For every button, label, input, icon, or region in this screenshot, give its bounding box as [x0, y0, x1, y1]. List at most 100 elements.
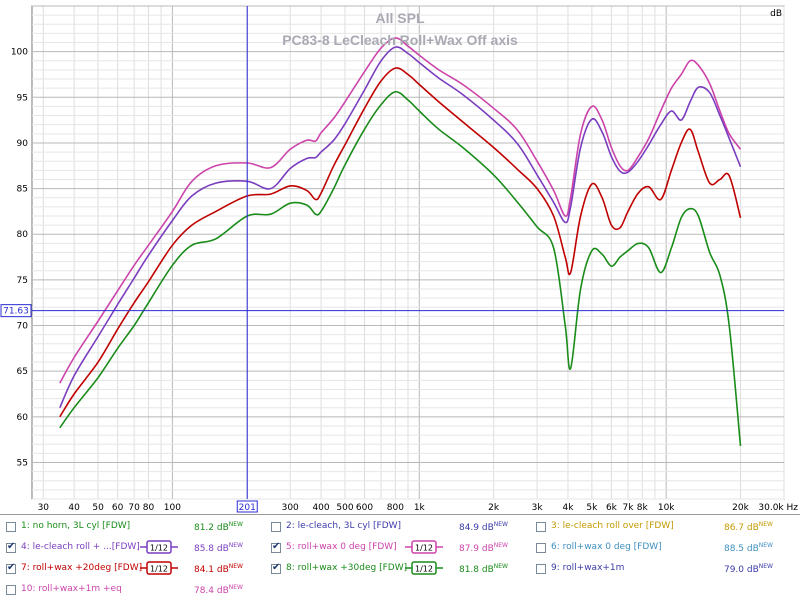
x-tick-label: 7k — [622, 503, 634, 513]
legend-checkbox-8[interactable]: ✔ — [271, 562, 281, 574]
legend-checkbox-7[interactable]: ✔ — [6, 562, 16, 574]
legend-item-7[interactable]: ✔ 7: roll+wax +20deg [FDW] 1/12 84.1 dBN… — [0, 559, 265, 580]
y-axis-label: dB — [770, 9, 782, 19]
legend-label-2: 2: le-cleach, 3L cyl [FDW] — [286, 521, 402, 531]
chart-title: All SPL — [375, 10, 424, 26]
check-icon: ✔ — [272, 541, 281, 552]
y-tick-label: 80 — [17, 230, 29, 240]
legend-checkbox-10[interactable] — [6, 585, 16, 595]
x-tick-label: 40 — [68, 503, 80, 513]
legend-checkbox-2[interactable] — [271, 522, 281, 532]
legend-checkbox-4[interactable]: ✔ — [6, 541, 16, 553]
x-tick-label: 800 — [387, 503, 404, 513]
check-icon: ✔ — [272, 562, 281, 573]
y-tick-label: 85 — [17, 185, 28, 195]
legend-item-3[interactable]: 3: le-cleach roll over [FDW] 86.7 dBNEW — [530, 517, 795, 538]
legend-checkbox-3[interactable] — [536, 522, 546, 532]
legend-label-8: 8: roll+wax +30deg [FDW] — [286, 563, 408, 573]
legend-value-10: 78.4 dBNEW — [193, 584, 243, 596]
y-tick-label: 55 — [17, 458, 28, 468]
legend-item-10[interactable]: 10: roll+wax+1m +eq 78.4 dBNEW — [0, 580, 265, 601]
cursor-x-box — [236, 500, 258, 513]
x-tick-label: 6k — [606, 503, 618, 513]
legend-label-6: 6: roll+wax 0 deg [FDW] — [551, 542, 662, 552]
legend-item-8[interactable]: ✔ 8: roll+wax +30deg [FDW] 1/12 81.8 dBN… — [265, 559, 530, 580]
series-roll-wax-0deg-line — [59, 37, 742, 384]
legend-value-8: 81.8 dBNEW — [458, 563, 508, 575]
series-le-cleach-roll-line — [59, 46, 742, 409]
x-tick-label: 5k — [586, 503, 598, 513]
legend-item-6[interactable]: 6: roll+wax 0 deg [FDW] 88.5 dBNEW — [530, 538, 795, 559]
chart-plot-area[interactable]: 55 60 65 70 75 80 85 90 95 100 dB 30 40 50 60 70 80 100 30… — [0, 0, 800, 515]
legend-label-5: 5: roll+wax 0 deg [FDW] — [286, 542, 397, 552]
x-tick-label: 500 — [336, 503, 353, 513]
x-tick-label: 30.0k Hz — [758, 503, 798, 513]
cursor-x-label: 201 — [239, 503, 256, 513]
x-tick-label: 60 — [112, 503, 124, 513]
smoothing-icon-8[interactable]: 1/12 — [405, 561, 443, 575]
legend-label-1: 1: no horn, 3L cyl [FDW] — [21, 521, 131, 531]
smoothing-label-7: 1/12 — [150, 565, 168, 574]
legend-item-4[interactable]: ✔ 4: le-cleach roll + ...[FDW] 1/12 85.8… — [0, 538, 265, 559]
legend-checkbox-1[interactable] — [6, 522, 16, 532]
cursor-y-box — [0, 304, 32, 318]
grid — [32, 5, 785, 500]
smoothing-label-8: 1/12 — [415, 565, 433, 574]
smoothing-label-4: 1/12 — [150, 544, 168, 553]
y-tick-label: 95 — [17, 93, 28, 103]
x-tick-label: 50 — [92, 503, 104, 513]
series-roll-wax-30deg-line — [59, 90, 742, 447]
legend-label-3: 3: le-cleach roll over [FDW] — [551, 521, 674, 531]
x-tick-label: 70 — [128, 503, 140, 513]
x-tick-label: 100 — [164, 503, 181, 513]
x-tick-label: 80 — [143, 503, 155, 513]
x-tick-label: 2k — [488, 503, 500, 513]
legend-row: ✔ 7: roll+wax +20deg [FDW] 1/12 84.1 dBN… — [0, 559, 800, 580]
cursor-y-label: 71.63 — [3, 307, 29, 317]
y-tick-label: 70 — [17, 322, 29, 332]
legend-item-2[interactable]: 2: le-cleach, 3L cyl [FDW] 84.9 dBNEW — [265, 517, 530, 538]
legend-value-7: 84.1 dBNEW — [193, 563, 243, 575]
x-tick-label: 20k — [732, 503, 749, 513]
x-tick-label: 600 — [356, 503, 373, 513]
y-tick-label: 60 — [17, 413, 29, 423]
legend-label-9: 9: roll+wax+1m — [551, 563, 625, 573]
legend-checkbox-6[interactable] — [536, 543, 546, 553]
legend-row: 10: roll+wax+1m +eq 78.4 dBNEW — [0, 580, 800, 601]
check-icon: ✔ — [7, 541, 16, 552]
legend-value-1: 81.2 dBNEW — [193, 521, 243, 533]
legend-value-2: 84.9 dBNEW — [458, 521, 508, 533]
legend-label-10: 10: roll+wax+1m +eq — [21, 584, 122, 594]
y-tick-label: 65 — [17, 367, 28, 377]
legend-value-5: 87.9 dBNEW — [458, 542, 508, 554]
y-tick-label: 90 — [17, 139, 29, 149]
x-tick-label: 4k — [562, 503, 574, 513]
legend-row: ✔ 4: le-cleach roll + ...[FDW] 1/12 85.8… — [0, 538, 800, 559]
y-tick-label: 75 — [17, 276, 28, 286]
x-tick-label: 8k — [637, 503, 649, 513]
smoothing-icon-4[interactable]: 1/12 — [140, 540, 178, 554]
legend-value-3: 86.7 dBNEW — [723, 521, 773, 533]
legend-item-1[interactable]: 1: no horn, 3L cyl [FDW] 81.2 dBNEW — [0, 517, 265, 538]
legend-row: 1: no horn, 3L cyl [FDW] 81.2 dBNEW 2: l… — [0, 517, 800, 538]
legend-item-9[interactable]: 9: roll+wax+1m 79.0 dBNEW — [530, 559, 795, 580]
x-tick-label: 1k — [414, 503, 426, 513]
x-tick-label: 400 — [312, 503, 329, 513]
legend-value-9: 79.0 dBNEW — [723, 563, 773, 575]
legend-value-6: 88.5 dBNEW — [723, 542, 773, 554]
chart-subtitle: PC83-8 LeCleach Roll+Wax Off axis — [282, 32, 518, 48]
x-tick-label: 3k — [532, 503, 544, 513]
smoothing-icon-7[interactable]: 1/12 — [140, 561, 178, 575]
y-tick-label: 100 — [11, 48, 28, 58]
legend-value-4: 85.8 dBNEW — [193, 542, 243, 554]
check-icon: ✔ — [7, 562, 16, 573]
smoothing-label-5: 1/12 — [415, 544, 433, 553]
legend-item-5[interactable]: ✔ 5: roll+wax 0 deg [FDW] 1/12 87.9 dBNE… — [265, 538, 530, 559]
legend-checkbox-5[interactable]: ✔ — [271, 541, 281, 553]
smoothing-icon-5[interactable]: 1/12 — [405, 540, 443, 554]
legend-checkbox-9[interactable] — [536, 564, 546, 574]
legend-label-7: 7: roll+wax +20deg [FDW] — [21, 563, 143, 573]
x-tick-label: 300 — [282, 503, 299, 513]
x-tick-label: 10k — [658, 503, 675, 513]
